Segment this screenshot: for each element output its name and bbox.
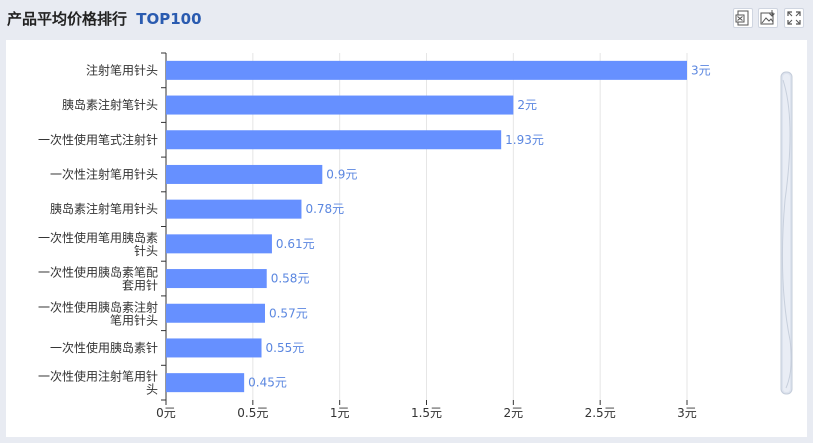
bar-value-label: 0.78元 (305, 202, 344, 216)
x-tick-label: 2元 (504, 406, 524, 420)
bar-value-label: 0.58元 (271, 272, 310, 286)
bar[interactable] (166, 338, 262, 358)
category-label: 胰岛素注射笔针头 (62, 97, 158, 112)
category-label: 一次性使用注射笔用针 (38, 369, 158, 384)
category-label: 一次性注射笔用针头 (50, 166, 158, 181)
x-tick-label: 0.5元 (237, 406, 268, 420)
chart-header: 产品平均价格排行 TOP100 (0, 0, 813, 36)
bar-value-label: 0.9元 (326, 167, 357, 181)
category-label: 一次性使用胰岛素注射 (38, 299, 158, 314)
category-label: 头 (146, 383, 158, 397)
bar-chart: 0元 0.5元 1元 1.5元 2元 2.5元 3元 3元 注射笔用针头 2元 胰岛素注射笔针头 1.… (38, 52, 793, 420)
x-tick-label: 2.5元 (585, 406, 616, 420)
bar[interactable] (166, 269, 267, 289)
fullscreen-icon (787, 11, 801, 25)
bar-value-label: 0.57元 (269, 306, 308, 320)
category-label: 一次性使用胰岛素笔配 (38, 265, 158, 280)
category-label: 一次性使用笔用胰岛素 (38, 230, 158, 245)
bar-value-label: 0.61元 (276, 237, 315, 251)
bar[interactable] (166, 130, 502, 150)
category-label: 笔用针头 (110, 312, 158, 327)
category-label: 套用针 (122, 278, 158, 293)
bar-value-label: 2元 (517, 98, 537, 112)
title-tag: TOP100 (136, 10, 202, 28)
x-tick-label: 1.5元 (411, 406, 442, 420)
bar-value-label: 0.45元 (248, 376, 287, 390)
zoom-scrollbar-shadow (781, 79, 792, 389)
title-text: 产品平均价格排行 (7, 10, 128, 28)
category-label: 一次性使用笔式注射针 (38, 132, 158, 147)
category-label: 注射笔用针头 (86, 62, 158, 77)
image-export-icon (760, 10, 775, 25)
category-label: 针头 (134, 243, 158, 258)
bar[interactable] (166, 373, 245, 393)
zoom-scrollbar-thumb[interactable] (783, 74, 790, 392)
x-tick-label: 1元 (330, 406, 350, 420)
bar-value-label: 3元 (691, 63, 711, 77)
category-label: 胰岛素注射笔用针头 (50, 201, 158, 216)
bar[interactable] (166, 199, 302, 219)
bar[interactable] (166, 303, 265, 323)
x-tick-label: 0元 (156, 406, 176, 420)
bar[interactable] (166, 234, 272, 254)
excel-export-icon (735, 10, 749, 26)
fullscreen-button[interactable] (784, 8, 804, 28)
excel-export-button[interactable] (733, 8, 753, 28)
x-tick-label: 3元 (677, 406, 697, 420)
bar[interactable] (166, 60, 687, 80)
chart-panel: 0元 0.5元 1元 1.5元 2元 2.5元 3元 3元 注射笔用针头 2元 胰岛素注射笔针头 1.… (6, 40, 807, 437)
bar[interactable] (166, 164, 323, 184)
bar-value-label: 1.93元 (505, 133, 544, 147)
chart-title: 产品平均价格排行 TOP100 (7, 8, 202, 29)
category-label: 一次性使用胰岛素针 (50, 340, 158, 355)
bar[interactable] (166, 95, 514, 115)
image-export-button[interactable] (758, 8, 778, 28)
bar-value-label: 0.55元 (266, 341, 305, 355)
